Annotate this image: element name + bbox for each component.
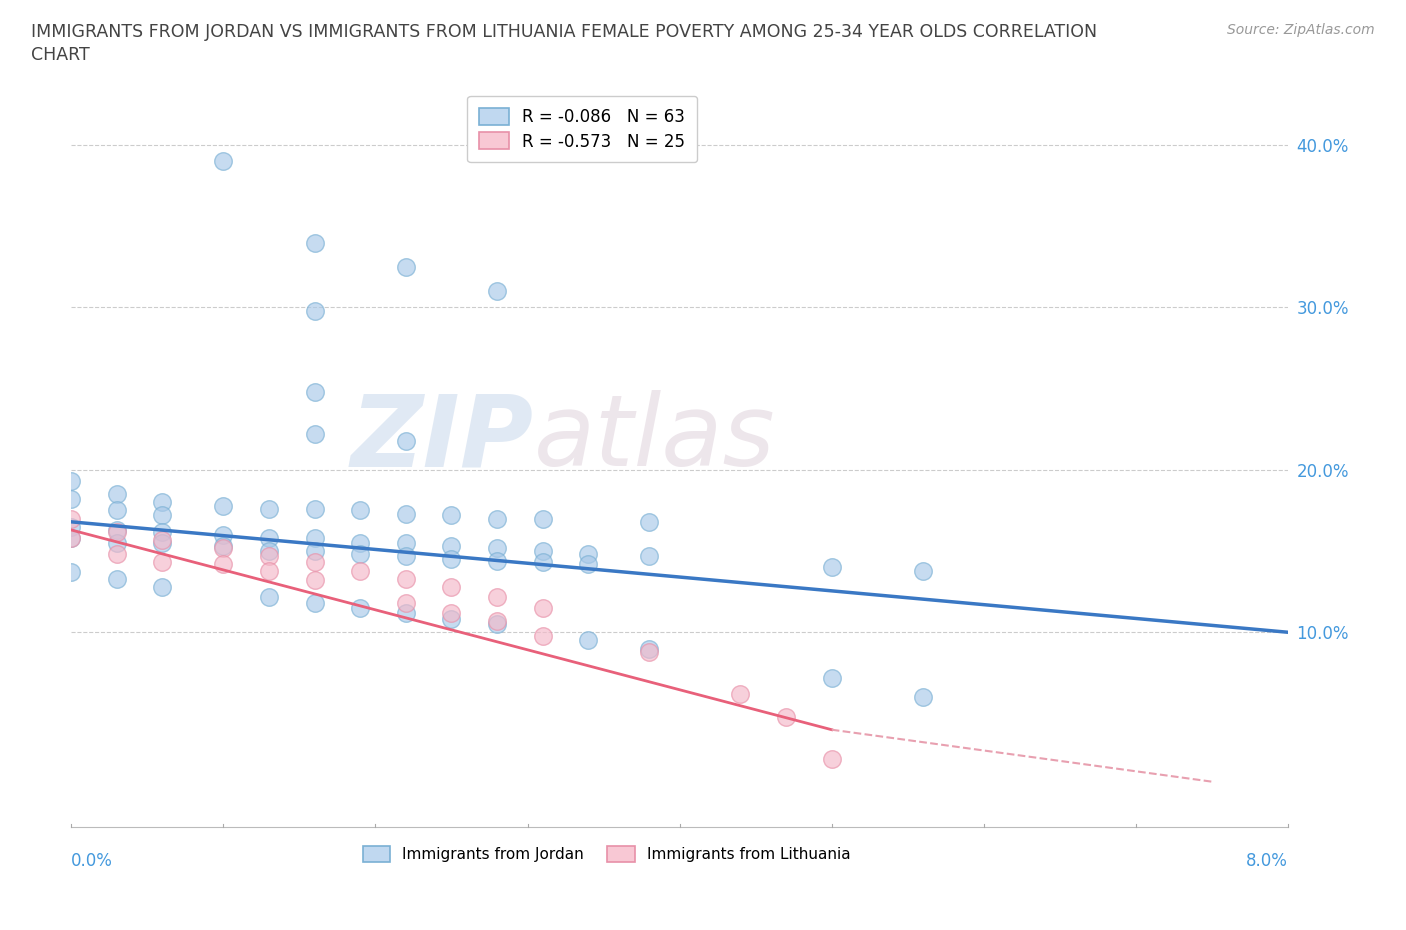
Text: Source: ZipAtlas.com: Source: ZipAtlas.com <box>1227 23 1375 37</box>
Point <box>152 495 174 510</box>
Point <box>531 555 554 570</box>
Point <box>349 601 371 616</box>
Point <box>821 751 844 766</box>
Point <box>440 551 463 566</box>
Point <box>486 589 509 604</box>
Point <box>105 547 128 562</box>
Text: 8.0%: 8.0% <box>1246 852 1288 870</box>
Point <box>638 514 661 529</box>
Point <box>304 235 326 250</box>
Text: ZIP: ZIP <box>350 391 534 487</box>
Point <box>304 303 326 318</box>
Point <box>304 555 326 570</box>
Point <box>638 641 661 656</box>
Point <box>152 579 174 594</box>
Point <box>395 259 418 274</box>
Text: CHART: CHART <box>31 46 90 64</box>
Point <box>60 492 83 507</box>
Point <box>395 595 418 610</box>
Point <box>212 557 235 572</box>
Y-axis label: Female Poverty Among 25-34 Year Olds: Female Poverty Among 25-34 Year Olds <box>0 302 7 604</box>
Point <box>60 565 83 579</box>
Point <box>395 536 418 551</box>
Point <box>304 427 326 442</box>
Point <box>304 573 326 588</box>
Point <box>349 563 371 578</box>
Point <box>395 549 418 564</box>
Point <box>576 633 599 648</box>
Point <box>304 595 326 610</box>
Point <box>911 690 934 705</box>
Text: IMMIGRANTS FROM JORDAN VS IMMIGRANTS FROM LITHUANIA FEMALE POVERTY AMONG 25-34 Y: IMMIGRANTS FROM JORDAN VS IMMIGRANTS FRO… <box>31 23 1097 41</box>
Point <box>212 527 235 542</box>
Point <box>60 531 83 546</box>
Point <box>60 512 83 526</box>
Point <box>440 508 463 523</box>
Point <box>105 486 128 501</box>
Point <box>257 501 280 516</box>
Point <box>60 519 83 534</box>
Point <box>152 555 174 570</box>
Point <box>257 531 280 546</box>
Point <box>349 547 371 562</box>
Legend: Immigrants from Jordan, Immigrants from Lithuania: Immigrants from Jordan, Immigrants from … <box>357 840 856 868</box>
Point <box>304 501 326 516</box>
Point <box>576 547 599 562</box>
Point <box>395 605 418 620</box>
Point <box>531 628 554 643</box>
Point <box>304 384 326 399</box>
Point <box>395 506 418 521</box>
Point <box>212 498 235 513</box>
Point <box>775 710 797 724</box>
Point <box>440 579 463 594</box>
Point <box>730 686 752 701</box>
Point <box>212 538 235 553</box>
Point <box>257 549 280 564</box>
Point <box>531 512 554 526</box>
Point <box>105 571 128 586</box>
Point <box>531 544 554 559</box>
Point <box>486 614 509 629</box>
Text: 0.0%: 0.0% <box>72 852 112 870</box>
Point <box>304 544 326 559</box>
Point <box>304 531 326 546</box>
Point <box>105 523 128 538</box>
Point <box>152 532 174 547</box>
Point <box>60 473 83 488</box>
Point <box>349 536 371 551</box>
Point <box>257 544 280 559</box>
Point <box>486 540 509 555</box>
Point <box>638 644 661 659</box>
Text: atlas: atlas <box>534 391 775 487</box>
Point <box>486 284 509 299</box>
Point <box>911 563 934 578</box>
Point <box>349 503 371 518</box>
Point <box>821 560 844 575</box>
Point <box>486 553 509 568</box>
Point <box>105 503 128 518</box>
Point <box>105 525 128 539</box>
Point <box>152 508 174 523</box>
Point <box>257 563 280 578</box>
Point <box>531 601 554 616</box>
Point <box>576 557 599 572</box>
Point <box>212 153 235 168</box>
Point <box>440 605 463 620</box>
Point <box>395 571 418 586</box>
Point <box>821 671 844 685</box>
Point <box>152 525 174 539</box>
Point <box>60 531 83 546</box>
Point <box>395 433 418 448</box>
Point <box>440 538 463 553</box>
Point <box>257 589 280 604</box>
Point <box>486 512 509 526</box>
Point <box>486 617 509 631</box>
Point <box>212 540 235 555</box>
Point <box>638 549 661 564</box>
Point <box>105 536 128 551</box>
Point <box>152 536 174 551</box>
Point <box>440 612 463 627</box>
